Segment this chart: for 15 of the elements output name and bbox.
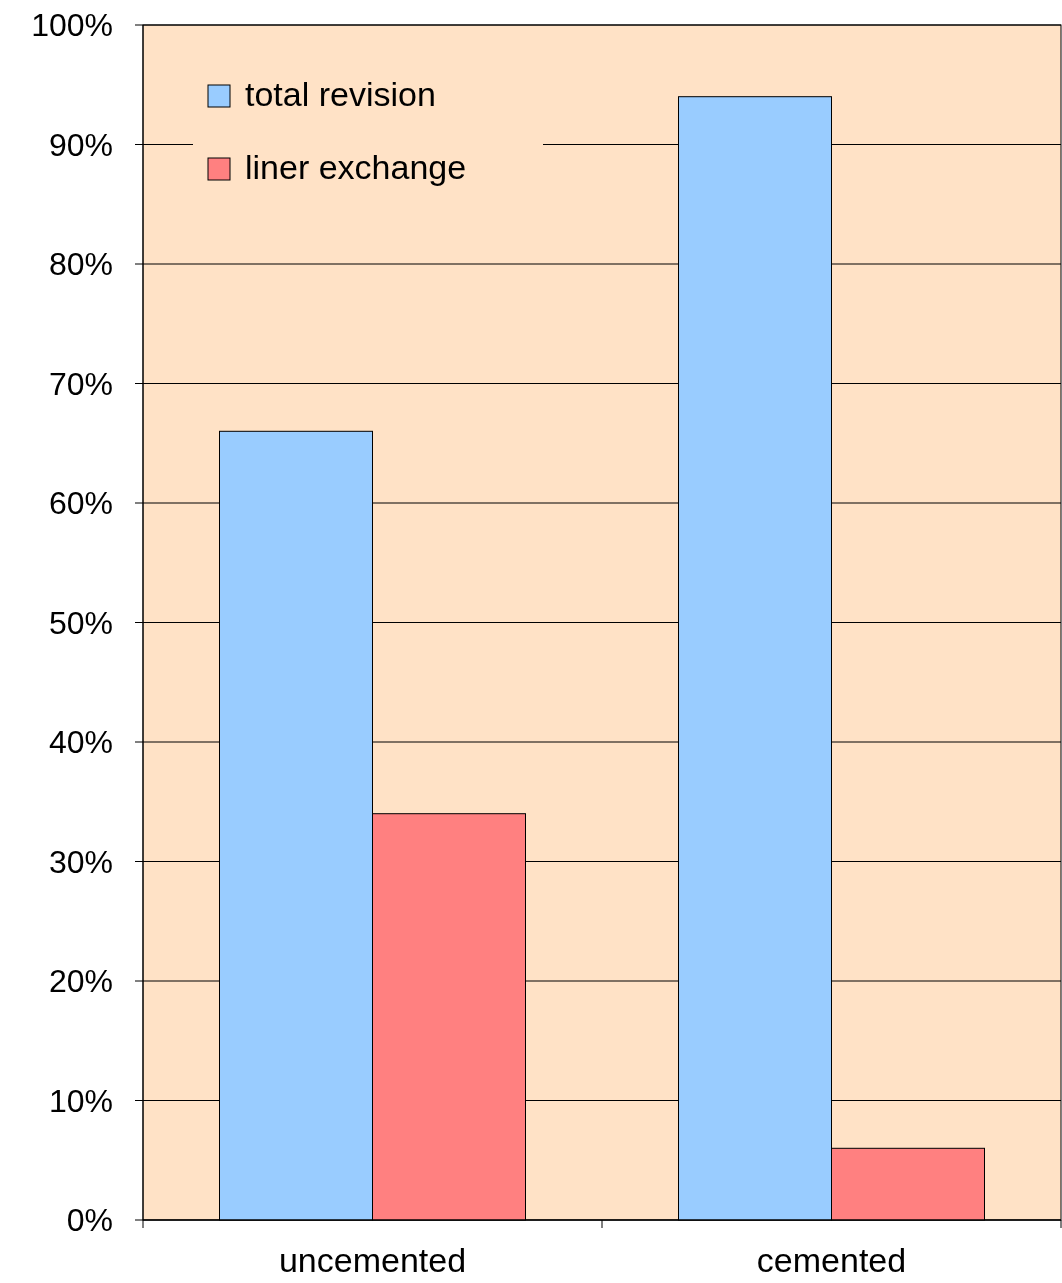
legend-label: liner exchange bbox=[245, 148, 467, 186]
x-tick-label: uncemented bbox=[278, 1241, 467, 1279]
y-tick-label: 10% bbox=[48, 1082, 113, 1119]
y-tick-label: 80% bbox=[48, 246, 113, 282]
y-tick-label: 90% bbox=[48, 126, 113, 163]
y-tick-label: 30% bbox=[48, 843, 113, 880]
y-tick-label: 100% bbox=[31, 7, 113, 43]
y-tick-label: 50% bbox=[48, 604, 113, 641]
legend-label: total revision bbox=[245, 75, 436, 113]
y-tick-label: 40% bbox=[48, 724, 113, 760]
y-tick-label: 60% bbox=[48, 485, 113, 521]
y-tick-label: 0% bbox=[66, 1202, 113, 1238]
x-tick-label: cemented bbox=[756, 1241, 907, 1279]
y-tick-label: 20% bbox=[48, 963, 113, 999]
y-tick-label: 70% bbox=[48, 365, 113, 402]
